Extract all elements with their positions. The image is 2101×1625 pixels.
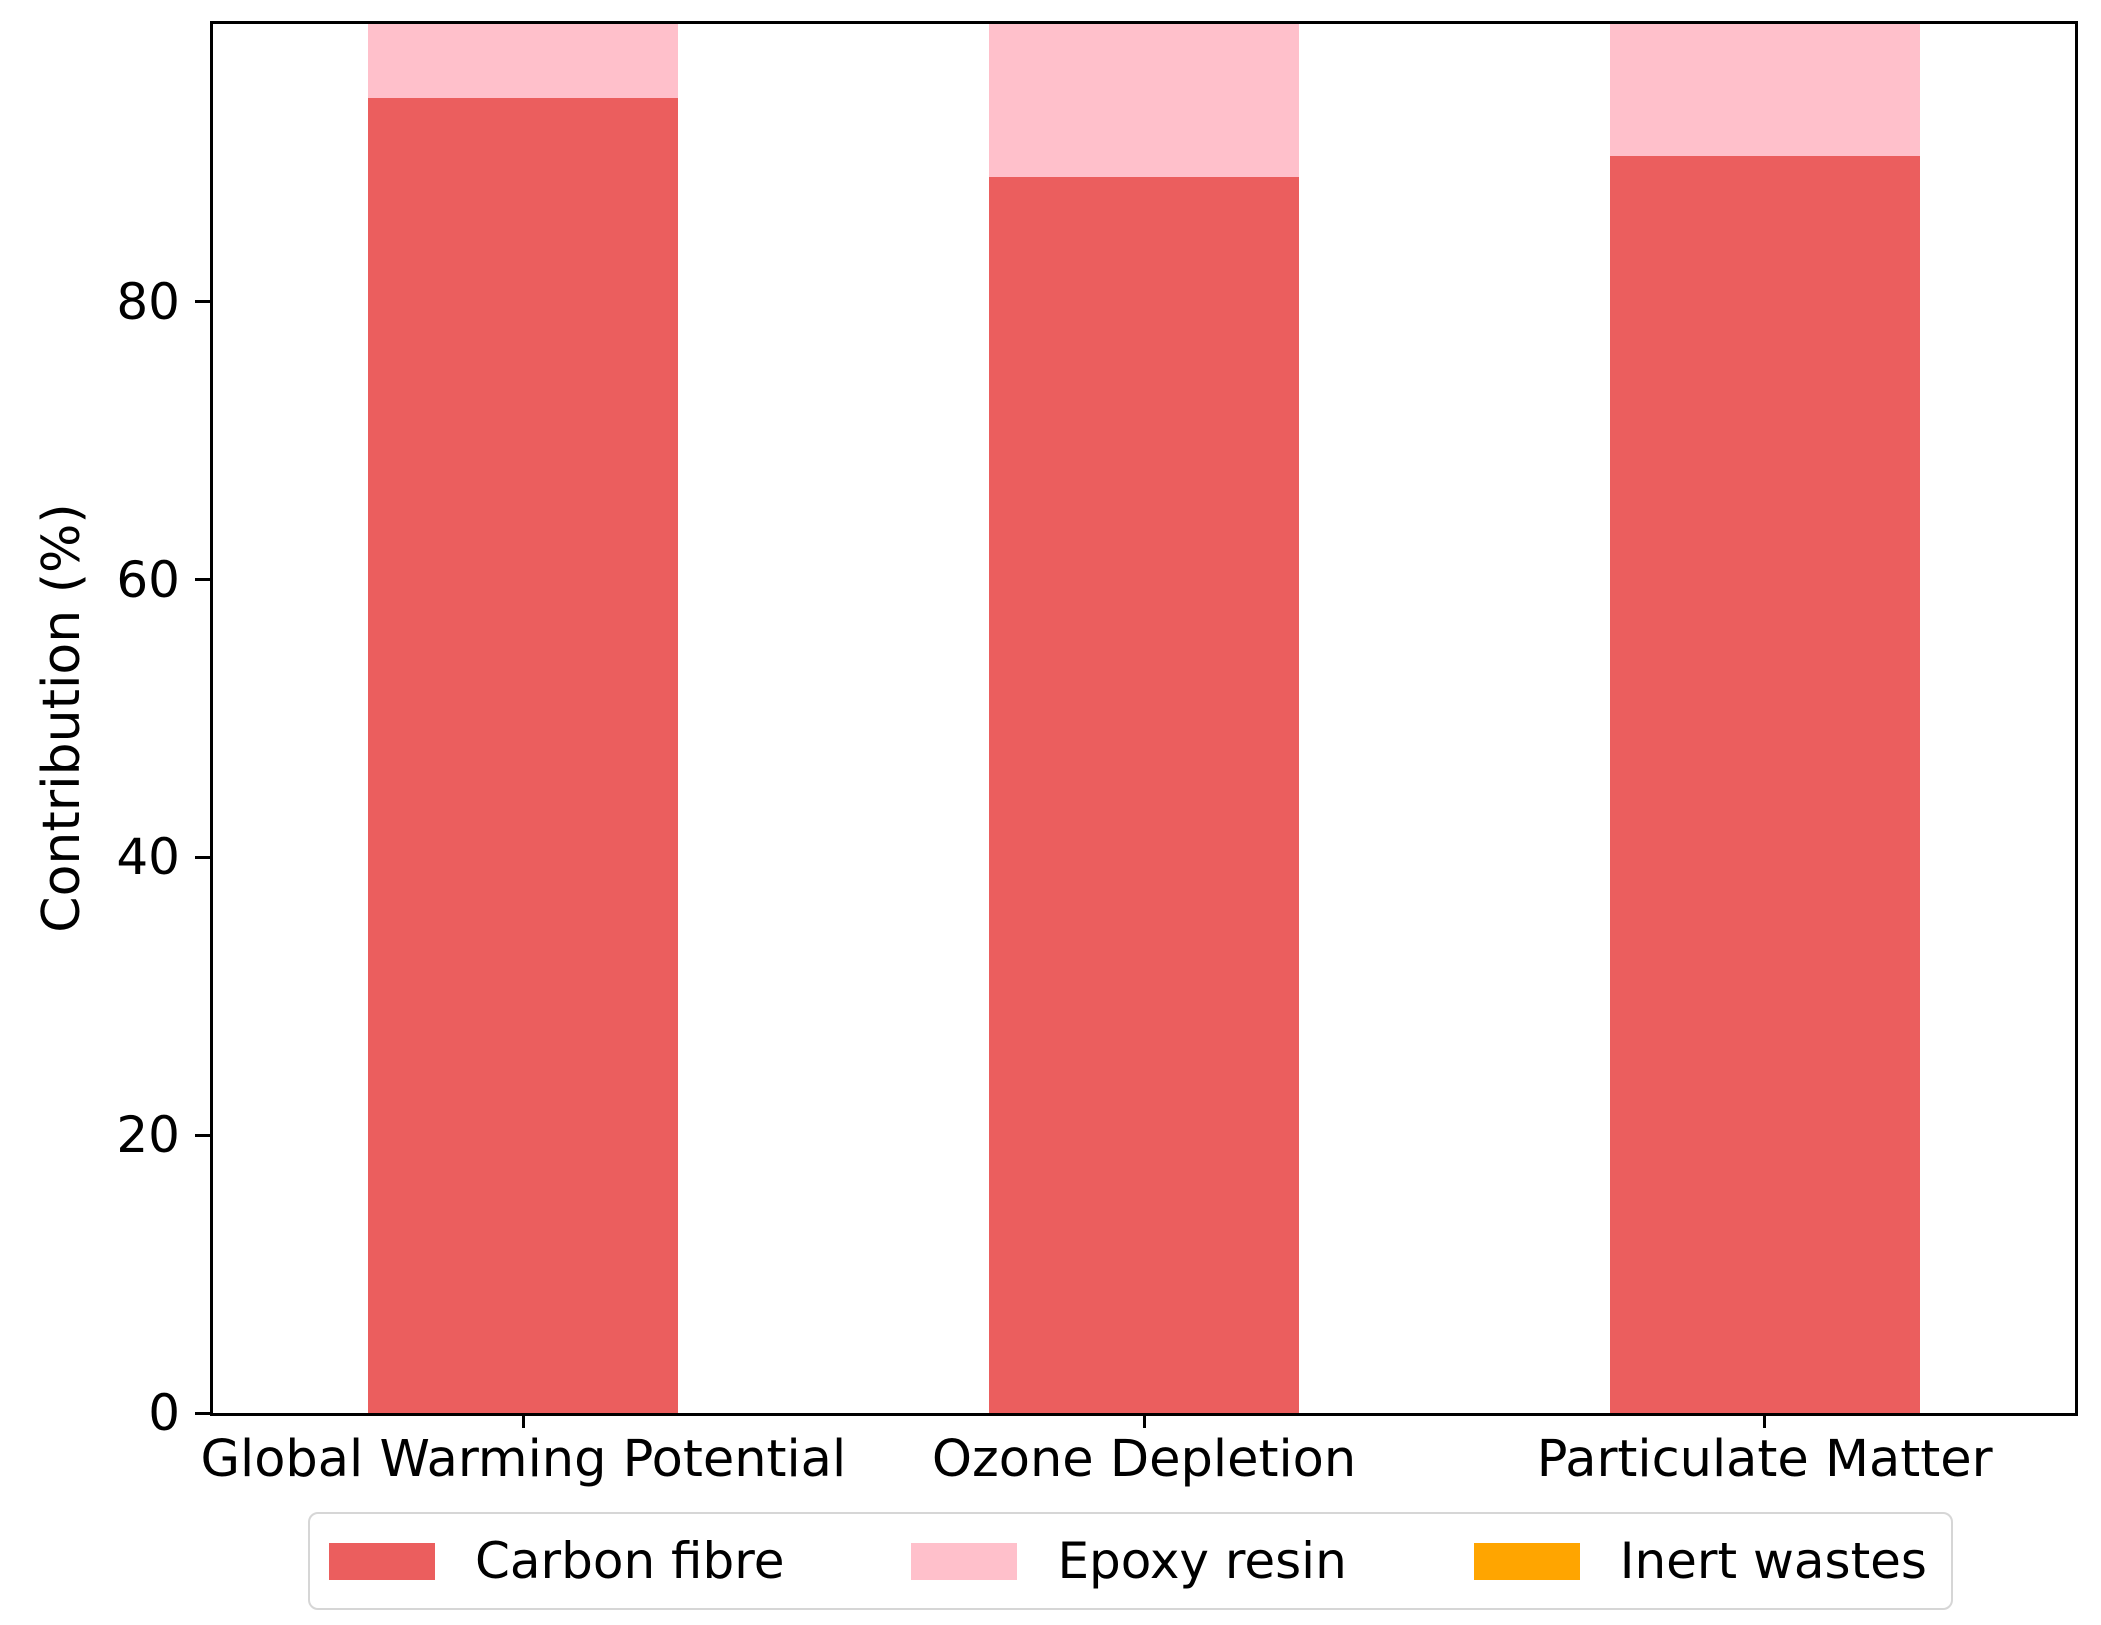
x-tick-mark [1763,1413,1767,1428]
y-tick-mark [195,300,210,304]
legend-swatch-epoxy-resin [911,1542,1018,1580]
bar-segment-epoxy-resin [1609,24,1920,156]
bar-segment-carbon-fibre [988,176,1300,1413]
legend-item: Carbon fibre [329,1536,784,1586]
legend-swatch-carbon-fibre [329,1542,435,1580]
x-tick-mark [521,1413,525,1428]
legend-item: Inert wastes [1473,1532,1927,1590]
legend-label: Epoxy resin [1057,1532,1347,1590]
y-tick-label: 80 [116,272,180,331]
x-axis-tick-label: Ozone Depletion [931,1430,1357,1489]
y-tick-mark [195,855,210,859]
x-axis-tick-label: Global Warming Potential [200,1430,847,1489]
y-tick-label: 40 [116,828,180,887]
x-axis-tick-label: Particulate Matter [1536,1430,1993,1489]
y-tick-label: 20 [116,1106,180,1165]
plot-area [195,21,2078,1428]
y-tick-mark [195,1133,210,1137]
y-tick-label: 0 [148,1384,180,1442]
legend: Carbon fibre Epoxy resin Inert wastes [308,1512,1953,1610]
y-tick-mark [195,578,210,582]
y-tick-label: 60 [116,550,180,609]
legend-label: Carbon fibre [475,1532,785,1590]
bar-segment-epoxy-resin [988,24,1300,177]
legend-swatch-inert-wastes [1473,1542,1580,1580]
x-tick-mark [1142,1413,1146,1428]
bar-segment-carbon-fibre [1609,155,1920,1413]
y-tick-mark [195,1411,210,1415]
bar-segment-carbon-fibre [368,97,679,1413]
legend-item: Epoxy resin [911,1532,1347,1590]
bar-segment-epoxy-resin [368,24,679,98]
legend-label: Inert wastes [1619,1532,1927,1590]
